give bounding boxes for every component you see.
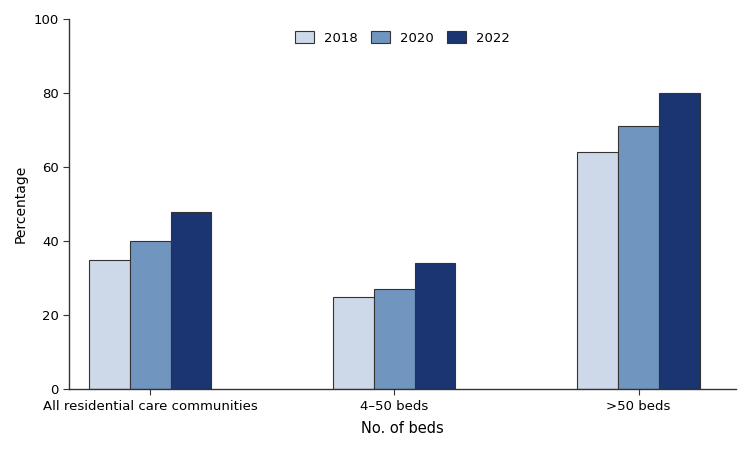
Bar	[578, 152, 618, 389]
Bar	[171, 212, 211, 389]
Bar	[334, 297, 374, 389]
Y-axis label: Percentage: Percentage	[14, 165, 28, 243]
X-axis label: No. of beds: No. of beds	[362, 421, 444, 436]
Bar	[374, 289, 415, 389]
Bar	[415, 263, 455, 389]
Bar	[130, 241, 171, 389]
Bar	[618, 126, 658, 389]
Bar	[89, 260, 130, 389]
Legend: 2018, 2020, 2022: 2018, 2020, 2022	[290, 26, 515, 50]
Bar	[658, 93, 700, 389]
